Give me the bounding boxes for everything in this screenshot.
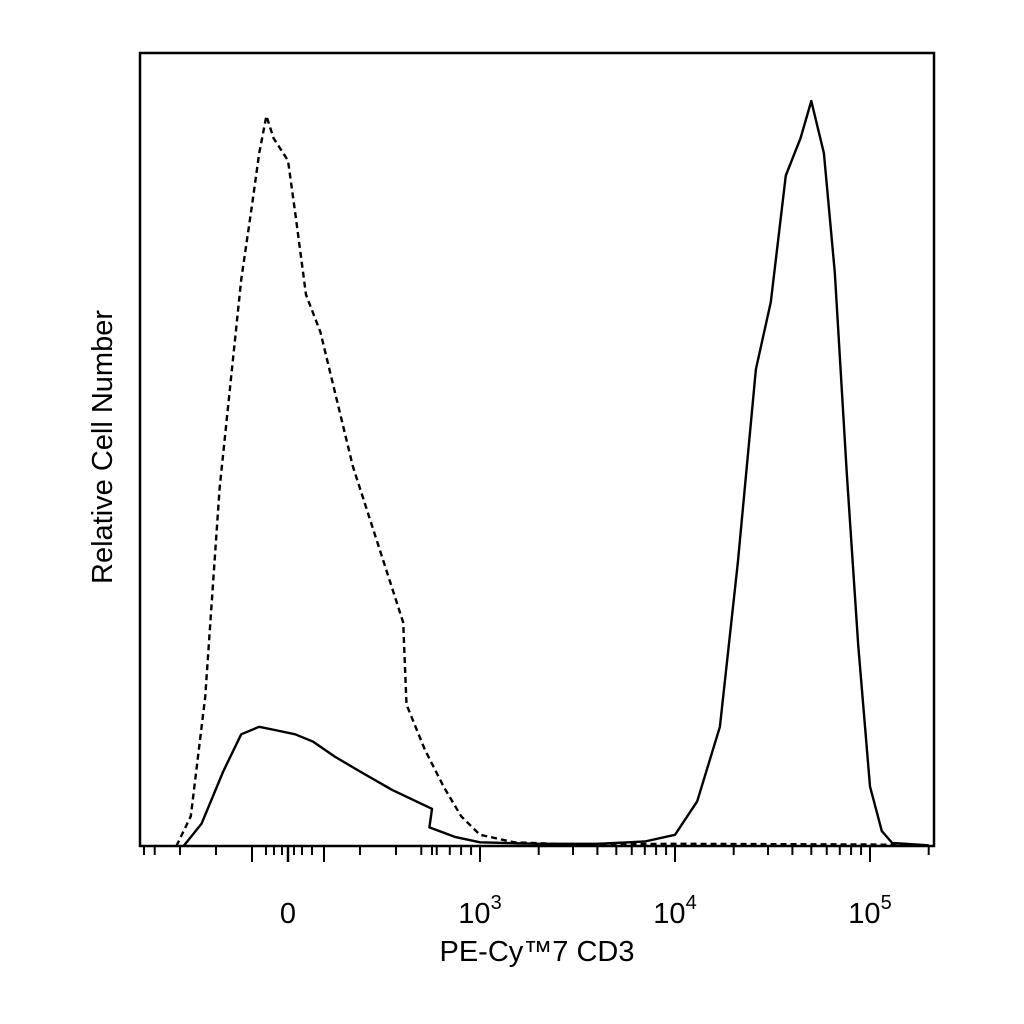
series-line-dashed [175, 114, 929, 847]
x-tick-label-2: 104 [653, 892, 696, 930]
x-tick-label-base-1: 10 [458, 898, 490, 930]
x-tick-label-exp-2: 4 [686, 892, 697, 914]
x-tick-label-base-3: 10 [848, 898, 880, 930]
plot-frame [138, 51, 936, 848]
x-tick-label-0: 0 [280, 898, 296, 930]
x-tick-label-3: 105 [848, 892, 891, 930]
x-tick-label-base-0: 0 [280, 898, 296, 930]
x-tick-label-exp-1: 3 [491, 892, 502, 914]
x-tick-label-1: 103 [458, 892, 501, 930]
x-tick-label-base-2: 10 [653, 898, 685, 930]
series-layer [175, 99, 929, 847]
x-axis-ticks [143, 846, 930, 862]
x-axis-tick-labels: 0 103 104 105 [280, 892, 892, 930]
x-axis-label: PE-Cy™7 CD3 [440, 936, 635, 968]
series-line-solid [182, 99, 929, 847]
x-tick-label-exp-3: 5 [881, 892, 892, 914]
y-axis-label: Relative Cell Number [87, 310, 119, 584]
